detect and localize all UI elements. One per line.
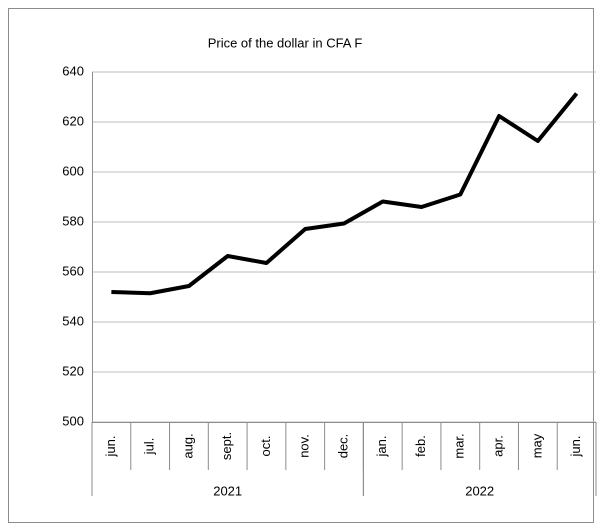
chart-title: Price of the dollar in CFA F <box>208 35 363 50</box>
y-tick-label: 620 <box>62 113 84 128</box>
x-tick-label: mar. <box>452 433 467 458</box>
line-series <box>111 92 579 296</box>
x-tick-label: jan. <box>374 436 389 458</box>
y-tick-label: 600 <box>62 163 84 178</box>
y-tick-label: 580 <box>62 213 84 228</box>
y-tick-label: 540 <box>62 313 84 328</box>
y-tick-label: 520 <box>62 363 84 378</box>
group-label: 2022 <box>465 483 494 498</box>
y-tick-label: 640 <box>62 63 84 78</box>
x-tick-label: jun. <box>103 436 118 458</box>
x-tick-label: aug. <box>180 433 195 458</box>
group-label: 2021 <box>213 483 242 498</box>
y-tick-label: 500 <box>62 413 84 428</box>
x-tick-label: apr. <box>491 435 506 457</box>
x-tick-label: jul. <box>142 438 157 456</box>
x-tick-label: may <box>529 433 544 458</box>
x-tick-label: oct. <box>258 436 273 457</box>
chart-border <box>8 8 594 523</box>
x-tick-label: feb. <box>413 435 428 457</box>
x-tick-label: sept. <box>219 432 234 460</box>
x-tick-label: dec. <box>335 434 350 459</box>
x-tick-label: nov. <box>297 434 312 458</box>
y-tick-label: 560 <box>62 263 84 278</box>
x-tick-label: jun. <box>568 436 583 458</box>
